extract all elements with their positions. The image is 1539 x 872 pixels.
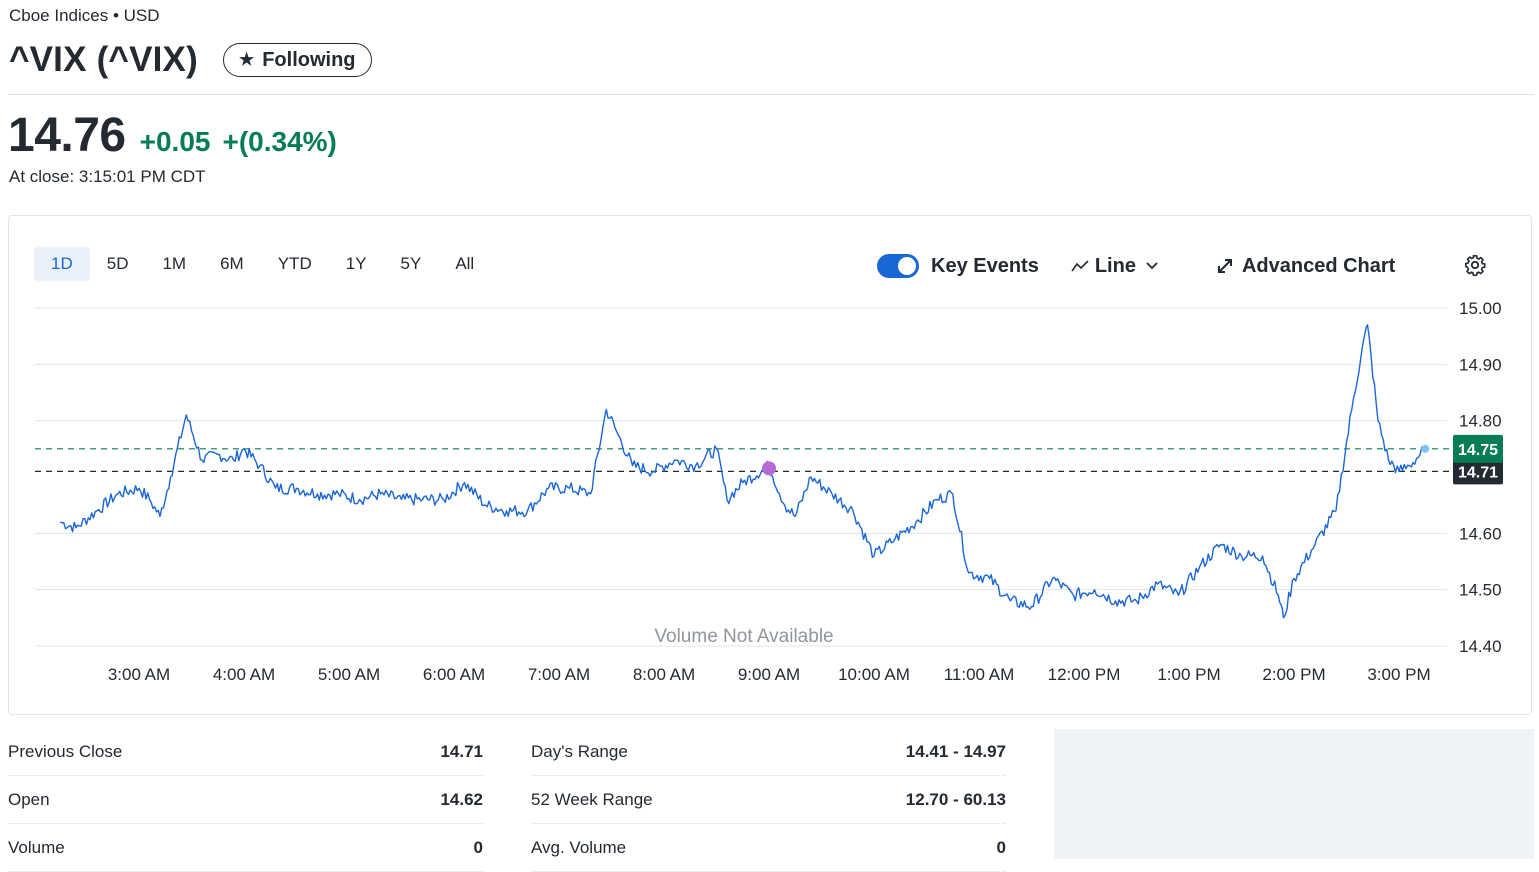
key-events-label[interactable]: Key Events <box>931 254 1039 277</box>
y-tick-label: 14.40 <box>1459 637 1502 656</box>
y-tick-label: 14.90 <box>1459 355 1502 374</box>
stat-value: 14.71 <box>440 741 483 761</box>
ticker-title: ^VIX (^VIX) <box>9 40 198 79</box>
stat-row: Open 14.62 <box>8 776 483 824</box>
chart-type-dropdown[interactable]: Line <box>1071 255 1158 278</box>
x-tick-label: 5:00 AM <box>318 665 380 684</box>
following-button[interactable]: ★ Following <box>222 43 372 77</box>
stat-value: 14.62 <box>440 789 483 809</box>
title-row: ^VIX (^VIX) ★ Following <box>9 40 372 80</box>
price-change: +0.05 <box>139 126 211 157</box>
x-tick-label: 12:00 PM <box>1048 665 1121 684</box>
x-tick-label: 3:00 AM <box>108 665 170 684</box>
stat-label: Volume <box>8 837 65 857</box>
x-tick-label: 3:00 PM <box>1367 665 1430 684</box>
expand-icon <box>1217 259 1232 273</box>
y-tick-label: 15.00 <box>1459 299 1502 318</box>
stats-right-column: Day's Range 14.41 - 14.97 52 Week Range 12.… <box>531 728 1006 872</box>
range-tab-1d[interactable]: 1D <box>34 247 90 281</box>
stat-row: Previous Close 14.71 <box>8 728 483 776</box>
range-tab-5d[interactable]: 5D <box>106 254 129 273</box>
current-price-label-box <box>1453 434 1503 463</box>
prev-close-label: 14.71 <box>1458 464 1498 481</box>
price-chart[interactable]: 15.00 14.90 14.80 14.60 14.50 14.40 3:00 AM 4:0… <box>9 216 1531 714</box>
range-tab-6m[interactable]: 6M <box>220 254 244 273</box>
key-event-marker <box>762 461 776 476</box>
following-label: Following <box>262 48 356 71</box>
advanced-chart-label: Advanced Chart <box>1241 254 1396 277</box>
stat-row: 52 Week Range 12.70 - 60.13 <box>531 776 1006 824</box>
x-tick-label: 4:00 AM <box>213 665 275 684</box>
toggle-knob <box>898 257 916 275</box>
gear-icon[interactable] <box>1464 254 1486 276</box>
stat-label: Open <box>8 789 50 809</box>
x-tick-label: 9:00 AM <box>738 665 800 684</box>
x-tick-label: 7:00 AM <box>528 665 590 684</box>
chevron-down-icon <box>1146 262 1158 270</box>
range-tab-ytd[interactable]: YTD <box>277 254 312 273</box>
price-line <box>60 324 1426 619</box>
x-tick-label: 1:00 PM <box>1157 665 1220 684</box>
x-tick-label: 11:00 AM <box>944 665 1015 684</box>
stat-row: Day's Range 14.41 - 14.97 <box>531 728 1006 776</box>
current-price-label: 14.75 <box>1458 442 1498 459</box>
chart-toolbar: Key Events Line Advanced Chart <box>877 249 1395 283</box>
stat-row: Avg. Volume 0 <box>531 824 1006 872</box>
y-tick-label: 14.50 <box>1459 581 1502 600</box>
stat-value: 0 <box>473 837 483 857</box>
range-tabs: 1D 5D 1M 6M YTD 1Y 5Y All <box>34 247 491 281</box>
stat-label: Avg. Volume <box>531 837 627 857</box>
line-chart-icon <box>1071 260 1089 272</box>
volume-not-available: Volume Not Available <box>654 626 833 647</box>
range-tab-1y[interactable]: 1Y <box>345 254 367 273</box>
x-tick-label: 2:00 PM <box>1262 665 1325 684</box>
chart-card: 15.00 14.90 14.80 14.60 14.50 14.40 3:00 AM 4:0… <box>8 215 1532 715</box>
ad-placeholder <box>1054 729 1534 859</box>
x-tick-label: 8:00 AM <box>633 665 695 684</box>
y-tick-label: 14.80 <box>1459 412 1502 431</box>
price-change-percent: +(0.34%) <box>222 126 337 157</box>
stat-value: 0 <box>996 837 1006 857</box>
last-price-dot <box>1421 444 1430 453</box>
range-tab-all[interactable]: All <box>455 254 475 273</box>
prev-close-label-box <box>1453 458 1503 485</box>
chart-type-label: Line <box>1094 254 1136 277</box>
key-events-toggle[interactable] <box>877 254 919 278</box>
exchange-label: Cboe Indices • USD <box>9 6 160 25</box>
stat-label: 52 Week Range <box>531 789 653 809</box>
current-price: 14.76 <box>8 109 126 162</box>
stat-value: 12.70 - 60.13 <box>905 789 1006 809</box>
stat-row: Volume 0 <box>8 824 483 872</box>
range-tab-1m[interactable]: 1M <box>162 254 187 273</box>
close-time: At close: 3:15:01 PM CDT <box>9 167 206 186</box>
x-tick-label: 6:00 AM <box>423 665 485 684</box>
price-row: 14.76 +0.05 +(0.34%) <box>8 108 337 163</box>
header-divider <box>8 94 1534 95</box>
x-tick-label: 10:00 AM <box>838 665 910 684</box>
advanced-chart-button[interactable]: Advanced Chart <box>1216 255 1395 278</box>
range-tab-5y[interactable]: 5Y <box>400 254 422 273</box>
stat-label: Previous Close <box>8 741 123 761</box>
stat-value: 14.41 - 14.97 <box>905 741 1006 761</box>
star-icon: ★ <box>238 50 255 69</box>
y-tick-label: 14.60 <box>1459 524 1502 543</box>
stat-label: Day's Range <box>531 741 628 761</box>
stats-left-column: Previous Close 14.71 Open 14.62 Volume 0 <box>8 728 483 872</box>
